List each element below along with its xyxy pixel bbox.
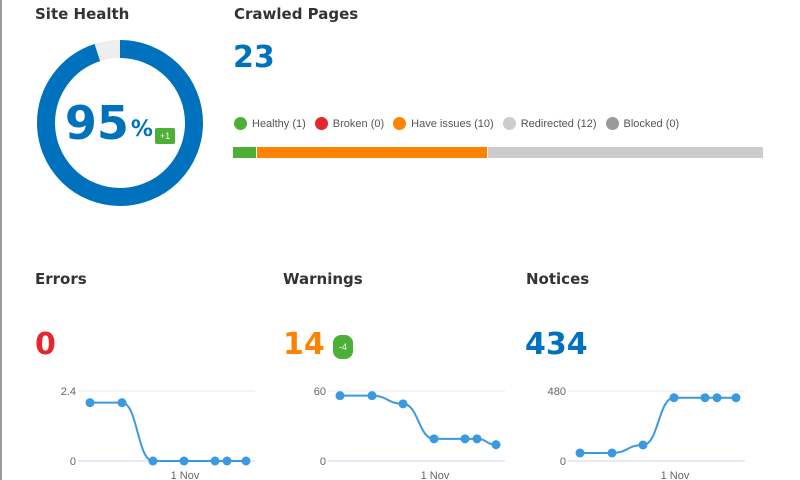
errors-value[interactable]: 0	[35, 327, 56, 362]
trend-line	[339, 394, 497, 446]
legend-broken[interactable]: Broken (0)	[314, 117, 384, 130]
site-health-value: 95	[64, 96, 129, 150]
data-point[interactable]	[607, 448, 617, 458]
data-point[interactable]	[222, 456, 232, 466]
healthy-dot-icon	[234, 117, 247, 130]
data-point[interactable]	[669, 393, 679, 403]
redirected-dot-icon	[502, 117, 516, 130]
y-tick-max: 60	[314, 386, 326, 398]
notices-trend-chart: 480 0 1 Nov	[548, 386, 745, 480]
warnings-title: Warnings	[283, 270, 363, 288]
legend-healthy[interactable]: Healthy (1)	[234, 117, 306, 130]
crawled-pages-title: Crawled Pages	[234, 5, 359, 23]
site-health-readout: 95 % +1	[50, 96, 190, 150]
data-point[interactable]	[575, 448, 585, 458]
bar-segment-redirected[interactable]	[487, 147, 763, 158]
x-tick-label: 1 Nov	[661, 470, 690, 480]
trend-line	[580, 396, 736, 454]
data-point[interactable]	[85, 398, 95, 408]
warnings-change-badge: -4	[333, 335, 353, 359]
broken-dot-icon	[314, 117, 328, 130]
data-point[interactable]	[429, 434, 439, 444]
data-point[interactable]	[712, 393, 722, 403]
warnings-value[interactable]: 14	[283, 327, 325, 362]
data-point[interactable]	[638, 440, 648, 450]
legend-blocked[interactable]: Blocked (0)	[605, 117, 679, 130]
trend-line	[90, 401, 246, 462]
site-health-title: Site Health	[35, 5, 130, 23]
site-health-donut	[37, 40, 203, 206]
data-point[interactable]	[472, 434, 482, 444]
crawled-legend: Healthy (1) Broken (0) Have issues (10) …	[234, 117, 679, 130]
data-point[interactable]	[148, 456, 158, 466]
site-health-change-badge: +1	[154, 128, 176, 144]
y-tick-zero: 0	[560, 456, 566, 468]
notices-value[interactable]: 434	[525, 327, 588, 362]
data-point[interactable]	[700, 393, 710, 403]
data-point[interactable]	[491, 440, 501, 450]
bar-segment-have-issues[interactable]	[256, 147, 487, 158]
x-tick-label: 1 Nov	[421, 470, 450, 480]
donut-value-arc	[37, 40, 203, 206]
data-point[interactable]	[179, 456, 189, 466]
x-tick-label: 1 Nov	[171, 470, 200, 480]
left-border	[0, 0, 2, 480]
data-point[interactable]	[398, 399, 408, 409]
warnings-trend-chart: 60 0 1 Nov	[314, 386, 505, 480]
data-point[interactable]	[241, 456, 251, 466]
notices-title: Notices	[526, 270, 590, 288]
site-health-unit: %	[130, 117, 153, 142]
data-point[interactable]	[117, 398, 127, 408]
errors-title: Errors	[35, 270, 87, 288]
errors-trend-chart: 2.4 0 1 Nov	[61, 386, 255, 480]
bar-segment-healthy[interactable]	[233, 147, 256, 158]
legend-redirected[interactable]: Redirected (12)	[502, 117, 597, 130]
issues-dot-icon	[393, 117, 407, 130]
y-tick-zero: 0	[320, 456, 326, 468]
data-point[interactable]	[460, 434, 470, 444]
y-tick-max: 2.4	[61, 386, 76, 398]
crawled-pages-total[interactable]: 23	[233, 40, 275, 75]
data-point[interactable]	[335, 391, 345, 401]
crawled-pages-bar[interactable]	[233, 147, 763, 158]
legend-have-issues[interactable]: Have issues (10)	[393, 117, 494, 130]
y-tick-max: 480	[548, 386, 566, 398]
data-point[interactable]	[731, 393, 741, 403]
y-tick-zero: 0	[70, 456, 76, 468]
blocked-dot-icon	[605, 117, 619, 130]
data-point[interactable]	[367, 391, 377, 401]
data-point[interactable]	[210, 456, 220, 466]
